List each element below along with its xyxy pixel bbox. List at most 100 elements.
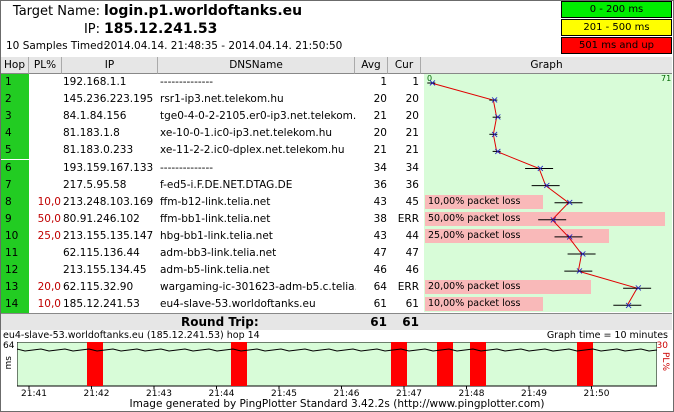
hop-number: 8 bbox=[1, 193, 29, 211]
avg-latency: 61 bbox=[373, 298, 387, 311]
hop-row[interactable]: 6 193.159.167.133 -------------- 34 34 bbox=[1, 159, 672, 177]
packet-loss-bar: 50,00% packet loss bbox=[425, 211, 665, 226]
ip-address: 185.12.241.53 bbox=[63, 298, 140, 311]
ip-address: 81.183.1.8 bbox=[63, 127, 120, 140]
hop-row[interactable]: 5 81.183.0.233 xe-11-2-2.ic0-dplex.net.tel… bbox=[1, 142, 672, 160]
ip-value: 185.12.241.53 bbox=[104, 21, 218, 37]
latency-point: × bbox=[549, 215, 557, 226]
hop-row[interactable]: 3 84.1.84.156 tge0-4-0-2-2105.er0-ip3.net.… bbox=[1, 108, 672, 126]
hop-number: 6 bbox=[1, 159, 29, 177]
hop-number: 7 bbox=[1, 176, 29, 194]
dns-name: ffm-bb1-link.telia.net bbox=[160, 212, 271, 225]
hop-row[interactable]: 1 192.168.1.1 -------------- 1 1 bbox=[1, 74, 672, 91]
latency-point: × bbox=[490, 95, 498, 106]
hop-row[interactable]: 8 10,0 213.248.103.169 ffm-b12-link.telia.n… bbox=[1, 193, 672, 211]
latency-point: × bbox=[566, 232, 574, 243]
pl-axis-unit: PL% bbox=[660, 352, 670, 371]
hop-row[interactable]: 9 50,0 80.91.246.102 ffm-bb1-link.telia.net… bbox=[1, 210, 672, 228]
cur-latency: 21 bbox=[405, 127, 419, 140]
packet-loss-percent bbox=[29, 142, 61, 159]
hop-row[interactable]: 11 62.115.136.44 adm-bb3-link.telia.net 47 4… bbox=[1, 245, 672, 262]
packet-loss-spike bbox=[231, 342, 247, 386]
packet-loss-percent: 50,0 bbox=[37, 212, 61, 225]
packet-loss-bar: 10,00% packet loss bbox=[425, 297, 543, 312]
hop-row[interactable]: 13 20,0 62.115.32.90 wargaming-ic-301623-ad… bbox=[1, 279, 672, 297]
ip-address: 213.155.135.147 bbox=[63, 229, 154, 242]
packet-loss-spike bbox=[391, 342, 407, 386]
col-graph-header[interactable]: Graph bbox=[421, 57, 672, 74]
avg-latency: 46 bbox=[373, 264, 387, 277]
hop-number: 12 bbox=[1, 262, 29, 280]
cur-latency: ERR bbox=[397, 212, 419, 225]
x-tick-label: 21:48 bbox=[459, 389, 485, 397]
latency-point: × bbox=[536, 164, 544, 175]
legend-yellow: 201 - 500 ms bbox=[561, 19, 672, 36]
col-dns-header[interactable]: DNSName bbox=[158, 57, 355, 74]
x-tick-label: 21:45 bbox=[271, 389, 297, 397]
y-axis-max: 64 bbox=[3, 341, 15, 351]
avg-latency: 21 bbox=[373, 110, 387, 123]
dns-name: hbg-bb1-link.telia.net bbox=[160, 229, 273, 242]
cur-latency: 44 bbox=[405, 229, 419, 242]
latency-point: × bbox=[490, 129, 498, 140]
round-trip-label: Round Trip: bbox=[181, 315, 259, 329]
cur-latency: 20 bbox=[405, 93, 419, 106]
dns-name: -------------- bbox=[160, 161, 214, 174]
hop-number: 11 bbox=[1, 245, 29, 262]
x-tick-label: 21:42 bbox=[84, 389, 110, 397]
samples-value: 2014.04.14. 21:48:35 - 2014.04.14. 21:50… bbox=[104, 40, 343, 52]
latency-point: × bbox=[634, 283, 642, 294]
graph-scale-min: 0 bbox=[427, 74, 433, 83]
pl-axis-max: 30 bbox=[656, 341, 668, 351]
time-graph: 21:41 21:42 21:43 21:44 21:45 21:46 21:47 21:48… bbox=[17, 342, 657, 397]
packet-loss-bar: 20,00% packet loss bbox=[425, 280, 591, 295]
col-ip-header[interactable]: IP bbox=[62, 57, 158, 74]
x-tick-label: 21:49 bbox=[521, 389, 547, 397]
round-trip-cur: 61 bbox=[402, 315, 419, 329]
packet-loss-percent bbox=[29, 74, 61, 91]
cur-latency: ERR bbox=[397, 281, 419, 294]
packet-loss-spike bbox=[437, 342, 453, 386]
col-hop-header[interactable]: Hop bbox=[1, 57, 29, 74]
packet-loss-percent bbox=[29, 245, 61, 262]
hop-row[interactable]: 2 145.236.223.195 rsr1-ip3.net.telekom.hu 2… bbox=[1, 91, 672, 109]
avg-latency: 20 bbox=[373, 127, 387, 140]
packet-loss-percent bbox=[29, 177, 61, 194]
latency-point: × bbox=[543, 181, 551, 192]
col-pl-header[interactable]: PL% bbox=[29, 57, 62, 74]
hop-row[interactable]: 12 213.155.134.45 adm-b5-link.telia.net 46 4… bbox=[1, 262, 672, 280]
x-tick-label: 21:47 bbox=[396, 389, 422, 397]
hop-number: 3 bbox=[1, 108, 29, 126]
hop-row[interactable]: 7 217.5.95.58 f-ed5-i.F.DE.NET.DTAG.DE 36 36 bbox=[1, 176, 672, 194]
packet-loss-spike bbox=[87, 342, 103, 386]
hop-number: 10 bbox=[1, 227, 29, 245]
dns-name: tge0-4-0-2-2105.er0-ip3.net.telekom.hu bbox=[160, 110, 356, 123]
ip-address: 145.236.223.195 bbox=[63, 93, 154, 106]
ip-address: 217.5.95.58 bbox=[63, 178, 127, 191]
avg-latency: 47 bbox=[373, 247, 387, 259]
col-cur-header[interactable]: Cur bbox=[388, 57, 421, 74]
col-avg-header[interactable]: Avg bbox=[355, 57, 388, 74]
latency-point: × bbox=[575, 266, 583, 277]
cur-latency: 34 bbox=[405, 161, 419, 174]
cur-latency: 61 bbox=[405, 298, 419, 311]
hop-row[interactable]: 10 25,0 213.155.135.147 hbg-bb1-link.telia.… bbox=[1, 227, 672, 245]
dns-name: f-ed5-i.F.DE.NET.DTAG.DE bbox=[160, 178, 293, 191]
latency-point: × bbox=[428, 78, 436, 89]
latency-point: × bbox=[579, 249, 587, 260]
ip-address: 213.248.103.169 bbox=[63, 195, 154, 208]
hop-row[interactable]: 4 81.183.1.8 xe-10-0-1.ic0-ip3.net.telekom… bbox=[1, 125, 672, 143]
hop-number: 14 bbox=[1, 296, 29, 314]
x-tick-label: 21:43 bbox=[146, 389, 172, 397]
avg-latency: 64 bbox=[373, 281, 387, 294]
ip-label: IP: bbox=[83, 22, 100, 37]
x-tick-label: 21:46 bbox=[334, 389, 360, 397]
hop-row[interactable]: 14 10,0 185.12.241.53 eu4-slave-53.worldoft… bbox=[1, 296, 672, 314]
ip-address: 81.183.0.233 bbox=[63, 144, 134, 157]
hop-number: 2 bbox=[1, 91, 29, 109]
dns-name: adm-b5-link.telia.net bbox=[160, 264, 270, 277]
packet-loss-spike bbox=[577, 342, 593, 386]
packet-loss-percent bbox=[29, 160, 61, 177]
packet-loss-percent: 10,0 bbox=[37, 298, 61, 311]
y-axis-unit: ms bbox=[4, 356, 14, 370]
